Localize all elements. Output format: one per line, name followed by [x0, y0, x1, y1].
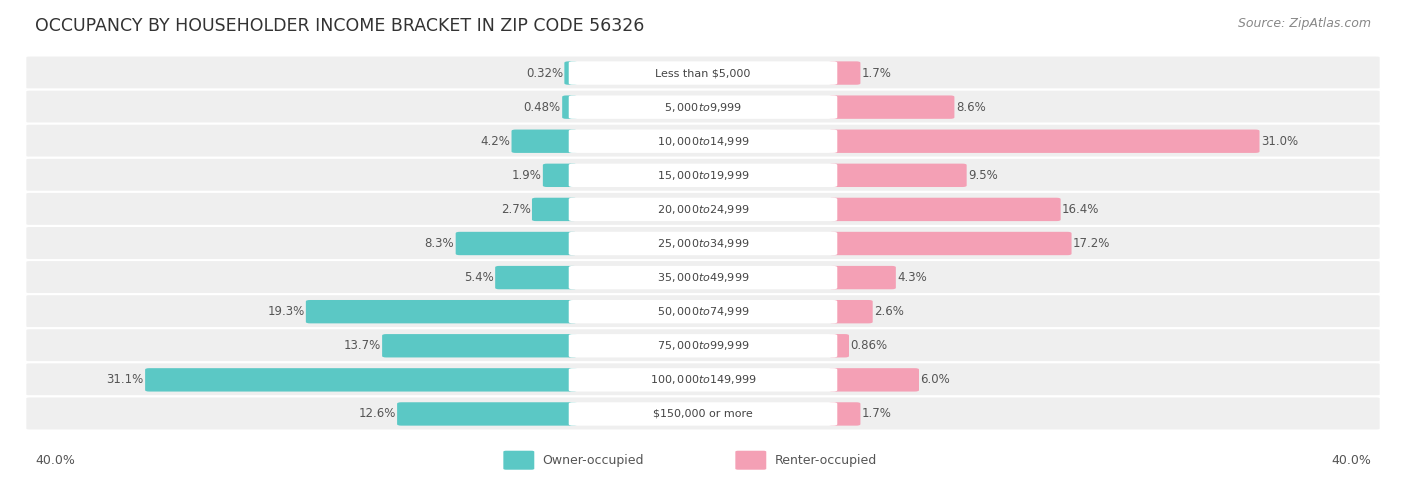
- FancyBboxPatch shape: [830, 95, 955, 119]
- FancyBboxPatch shape: [307, 300, 578, 323]
- FancyBboxPatch shape: [25, 192, 1381, 226]
- Text: $50,000 to $74,999: $50,000 to $74,999: [657, 305, 749, 318]
- FancyBboxPatch shape: [830, 266, 896, 289]
- FancyBboxPatch shape: [396, 402, 578, 426]
- FancyBboxPatch shape: [568, 300, 837, 323]
- Text: 9.5%: 9.5%: [969, 169, 998, 182]
- Text: 6.0%: 6.0%: [921, 374, 950, 386]
- FancyBboxPatch shape: [568, 334, 837, 357]
- Text: Source: ZipAtlas.com: Source: ZipAtlas.com: [1237, 17, 1371, 30]
- Text: 40.0%: 40.0%: [35, 454, 75, 467]
- FancyBboxPatch shape: [456, 232, 578, 255]
- FancyBboxPatch shape: [25, 260, 1381, 294]
- Text: 40.0%: 40.0%: [1331, 454, 1371, 467]
- Text: 31.0%: 31.0%: [1261, 135, 1298, 148]
- FancyBboxPatch shape: [830, 402, 860, 426]
- FancyBboxPatch shape: [25, 90, 1381, 124]
- Text: 2.7%: 2.7%: [501, 203, 530, 216]
- Text: $15,000 to $19,999: $15,000 to $19,999: [657, 169, 749, 182]
- Text: $5,000 to $9,999: $5,000 to $9,999: [664, 101, 742, 113]
- FancyBboxPatch shape: [25, 294, 1381, 328]
- Text: 2.6%: 2.6%: [875, 305, 904, 318]
- Text: 4.3%: 4.3%: [897, 271, 927, 284]
- FancyBboxPatch shape: [830, 164, 967, 187]
- Text: OCCUPANCY BY HOUSEHOLDER INCOME BRACKET IN ZIP CODE 56326: OCCUPANCY BY HOUSEHOLDER INCOME BRACKET …: [35, 17, 644, 35]
- Text: Renter-occupied: Renter-occupied: [775, 454, 877, 467]
- FancyBboxPatch shape: [543, 164, 578, 187]
- FancyBboxPatch shape: [562, 95, 578, 119]
- FancyBboxPatch shape: [25, 362, 1381, 396]
- FancyBboxPatch shape: [568, 130, 837, 153]
- Text: 19.3%: 19.3%: [267, 305, 305, 318]
- Text: 1.9%: 1.9%: [512, 169, 541, 182]
- FancyBboxPatch shape: [564, 61, 578, 85]
- Text: $35,000 to $49,999: $35,000 to $49,999: [657, 271, 749, 284]
- Text: 0.86%: 0.86%: [851, 339, 887, 352]
- FancyBboxPatch shape: [568, 198, 837, 221]
- Text: 1.7%: 1.7%: [862, 67, 891, 79]
- FancyBboxPatch shape: [830, 198, 1060, 221]
- Text: 8.6%: 8.6%: [956, 101, 986, 113]
- Text: $75,000 to $99,999: $75,000 to $99,999: [657, 339, 749, 352]
- FancyBboxPatch shape: [382, 334, 578, 357]
- Text: 12.6%: 12.6%: [359, 408, 395, 420]
- FancyBboxPatch shape: [495, 266, 578, 289]
- FancyBboxPatch shape: [512, 130, 578, 153]
- FancyBboxPatch shape: [735, 451, 766, 469]
- FancyBboxPatch shape: [568, 61, 837, 85]
- FancyBboxPatch shape: [568, 95, 837, 119]
- Text: $150,000 or more: $150,000 or more: [654, 409, 752, 419]
- Text: $10,000 to $14,999: $10,000 to $14,999: [657, 135, 749, 148]
- FancyBboxPatch shape: [25, 158, 1381, 192]
- Text: 17.2%: 17.2%: [1073, 237, 1111, 250]
- FancyBboxPatch shape: [830, 368, 920, 392]
- FancyBboxPatch shape: [568, 232, 837, 255]
- Text: Owner-occupied: Owner-occupied: [543, 454, 644, 467]
- FancyBboxPatch shape: [830, 232, 1071, 255]
- Text: 31.1%: 31.1%: [107, 374, 143, 386]
- Text: $100,000 to $149,999: $100,000 to $149,999: [650, 374, 756, 386]
- Text: 0.48%: 0.48%: [523, 101, 561, 113]
- FancyBboxPatch shape: [568, 266, 837, 289]
- FancyBboxPatch shape: [568, 368, 837, 392]
- Text: 5.4%: 5.4%: [464, 271, 494, 284]
- FancyBboxPatch shape: [830, 334, 849, 357]
- Text: 16.4%: 16.4%: [1062, 203, 1099, 216]
- FancyBboxPatch shape: [830, 130, 1260, 153]
- FancyBboxPatch shape: [25, 396, 1381, 431]
- FancyBboxPatch shape: [25, 226, 1381, 260]
- FancyBboxPatch shape: [25, 328, 1381, 362]
- FancyBboxPatch shape: [830, 61, 860, 85]
- Text: $25,000 to $34,999: $25,000 to $34,999: [657, 237, 749, 250]
- FancyBboxPatch shape: [830, 300, 873, 323]
- Text: 8.3%: 8.3%: [425, 237, 454, 250]
- FancyBboxPatch shape: [25, 56, 1381, 90]
- FancyBboxPatch shape: [25, 124, 1381, 158]
- FancyBboxPatch shape: [145, 368, 578, 392]
- Text: $20,000 to $24,999: $20,000 to $24,999: [657, 203, 749, 216]
- Text: Less than $5,000: Less than $5,000: [655, 68, 751, 78]
- Text: 1.7%: 1.7%: [862, 408, 891, 420]
- FancyBboxPatch shape: [568, 164, 837, 187]
- FancyBboxPatch shape: [503, 451, 534, 469]
- Text: 13.7%: 13.7%: [343, 339, 381, 352]
- FancyBboxPatch shape: [531, 198, 578, 221]
- Text: 0.32%: 0.32%: [526, 67, 562, 79]
- FancyBboxPatch shape: [568, 402, 837, 426]
- Text: 4.2%: 4.2%: [481, 135, 510, 148]
